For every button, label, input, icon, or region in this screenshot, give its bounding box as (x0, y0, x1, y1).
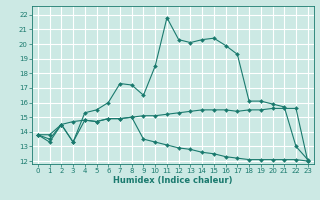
X-axis label: Humidex (Indice chaleur): Humidex (Indice chaleur) (113, 176, 233, 185)
